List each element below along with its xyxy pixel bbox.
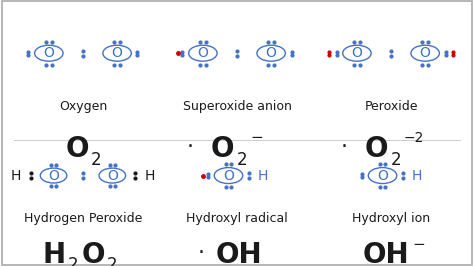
- Text: O: O: [365, 135, 389, 163]
- Text: 2: 2: [107, 256, 118, 266]
- Text: Peroxide: Peroxide: [365, 100, 418, 113]
- Text: O: O: [65, 135, 89, 163]
- Text: OH: OH: [363, 241, 410, 266]
- Text: O: O: [352, 46, 362, 60]
- Text: O: O: [266, 46, 276, 60]
- Text: O: O: [420, 46, 430, 60]
- Text: O: O: [107, 169, 118, 182]
- Text: −: −: [251, 130, 263, 145]
- Text: O: O: [82, 241, 105, 266]
- Text: ·: ·: [187, 137, 194, 157]
- Text: 2: 2: [91, 151, 101, 169]
- Text: H: H: [412, 169, 422, 182]
- Text: Superoxide anion: Superoxide anion: [182, 100, 292, 113]
- Text: 2: 2: [237, 151, 247, 169]
- Text: O: O: [377, 169, 388, 182]
- Text: 2: 2: [68, 256, 79, 266]
- Text: −2: −2: [404, 131, 424, 145]
- Text: O: O: [223, 169, 234, 182]
- Text: H: H: [10, 169, 21, 182]
- Text: O: O: [48, 169, 59, 182]
- Text: O: O: [198, 46, 208, 60]
- Text: O: O: [211, 135, 235, 163]
- Text: ·: ·: [198, 243, 205, 263]
- Text: H: H: [258, 169, 268, 182]
- Text: Oxygen: Oxygen: [59, 100, 107, 113]
- Text: ·: ·: [341, 137, 348, 157]
- Text: OH: OH: [216, 241, 263, 266]
- Text: Hydrogen Peroxide: Hydrogen Peroxide: [24, 212, 142, 225]
- Text: H: H: [145, 169, 155, 182]
- Text: O: O: [44, 46, 54, 60]
- Text: O: O: [112, 46, 122, 60]
- Text: Hydroxyl radical: Hydroxyl radical: [186, 212, 288, 225]
- Text: H: H: [43, 241, 66, 266]
- Text: Hydroxyl ion: Hydroxyl ion: [352, 212, 430, 225]
- Text: 2: 2: [391, 151, 401, 169]
- Text: −: −: [412, 237, 425, 252]
